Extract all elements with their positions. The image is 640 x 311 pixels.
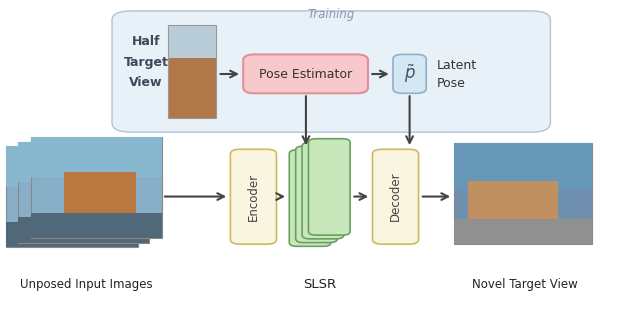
FancyBboxPatch shape bbox=[243, 54, 368, 93]
Text: Pose: Pose bbox=[436, 77, 465, 91]
Text: Latent: Latent bbox=[436, 59, 477, 72]
Bar bbox=[31, 137, 162, 177]
Text: Training: Training bbox=[308, 8, 355, 21]
FancyBboxPatch shape bbox=[308, 139, 350, 235]
FancyBboxPatch shape bbox=[289, 150, 331, 246]
FancyBboxPatch shape bbox=[393, 54, 426, 93]
FancyBboxPatch shape bbox=[230, 149, 276, 244]
FancyBboxPatch shape bbox=[112, 11, 550, 132]
FancyBboxPatch shape bbox=[296, 146, 337, 243]
Text: $\tilde{p}$: $\tilde{p}$ bbox=[404, 63, 415, 85]
Bar bbox=[18, 142, 149, 243]
FancyBboxPatch shape bbox=[372, 149, 419, 244]
Bar bbox=[6, 146, 138, 187]
Text: Novel Target View: Novel Target View bbox=[472, 278, 578, 291]
FancyBboxPatch shape bbox=[302, 142, 344, 239]
Bar bbox=[18, 217, 149, 243]
Bar bbox=[168, 25, 216, 118]
Bar bbox=[31, 213, 162, 238]
Text: Half: Half bbox=[132, 35, 160, 49]
Text: SLSR: SLSR bbox=[303, 278, 337, 291]
Text: Target: Target bbox=[124, 56, 168, 69]
Bar bbox=[454, 219, 592, 244]
Text: Encoder: Encoder bbox=[247, 173, 260, 220]
Bar bbox=[6, 222, 138, 247]
Bar bbox=[468, 181, 557, 224]
Text: Pose Estimator: Pose Estimator bbox=[259, 67, 353, 81]
Bar bbox=[63, 172, 136, 218]
Bar bbox=[51, 177, 123, 222]
Bar bbox=[168, 58, 216, 118]
Text: Decoder: Decoder bbox=[389, 172, 402, 221]
Bar bbox=[6, 146, 138, 247]
Bar bbox=[168, 25, 216, 58]
Text: View: View bbox=[129, 76, 163, 89]
Bar bbox=[18, 142, 149, 182]
Bar bbox=[454, 143, 592, 188]
Bar bbox=[454, 143, 592, 244]
Bar bbox=[31, 137, 162, 238]
Text: Unposed Input Images: Unposed Input Images bbox=[20, 278, 153, 291]
Bar bbox=[39, 182, 111, 227]
